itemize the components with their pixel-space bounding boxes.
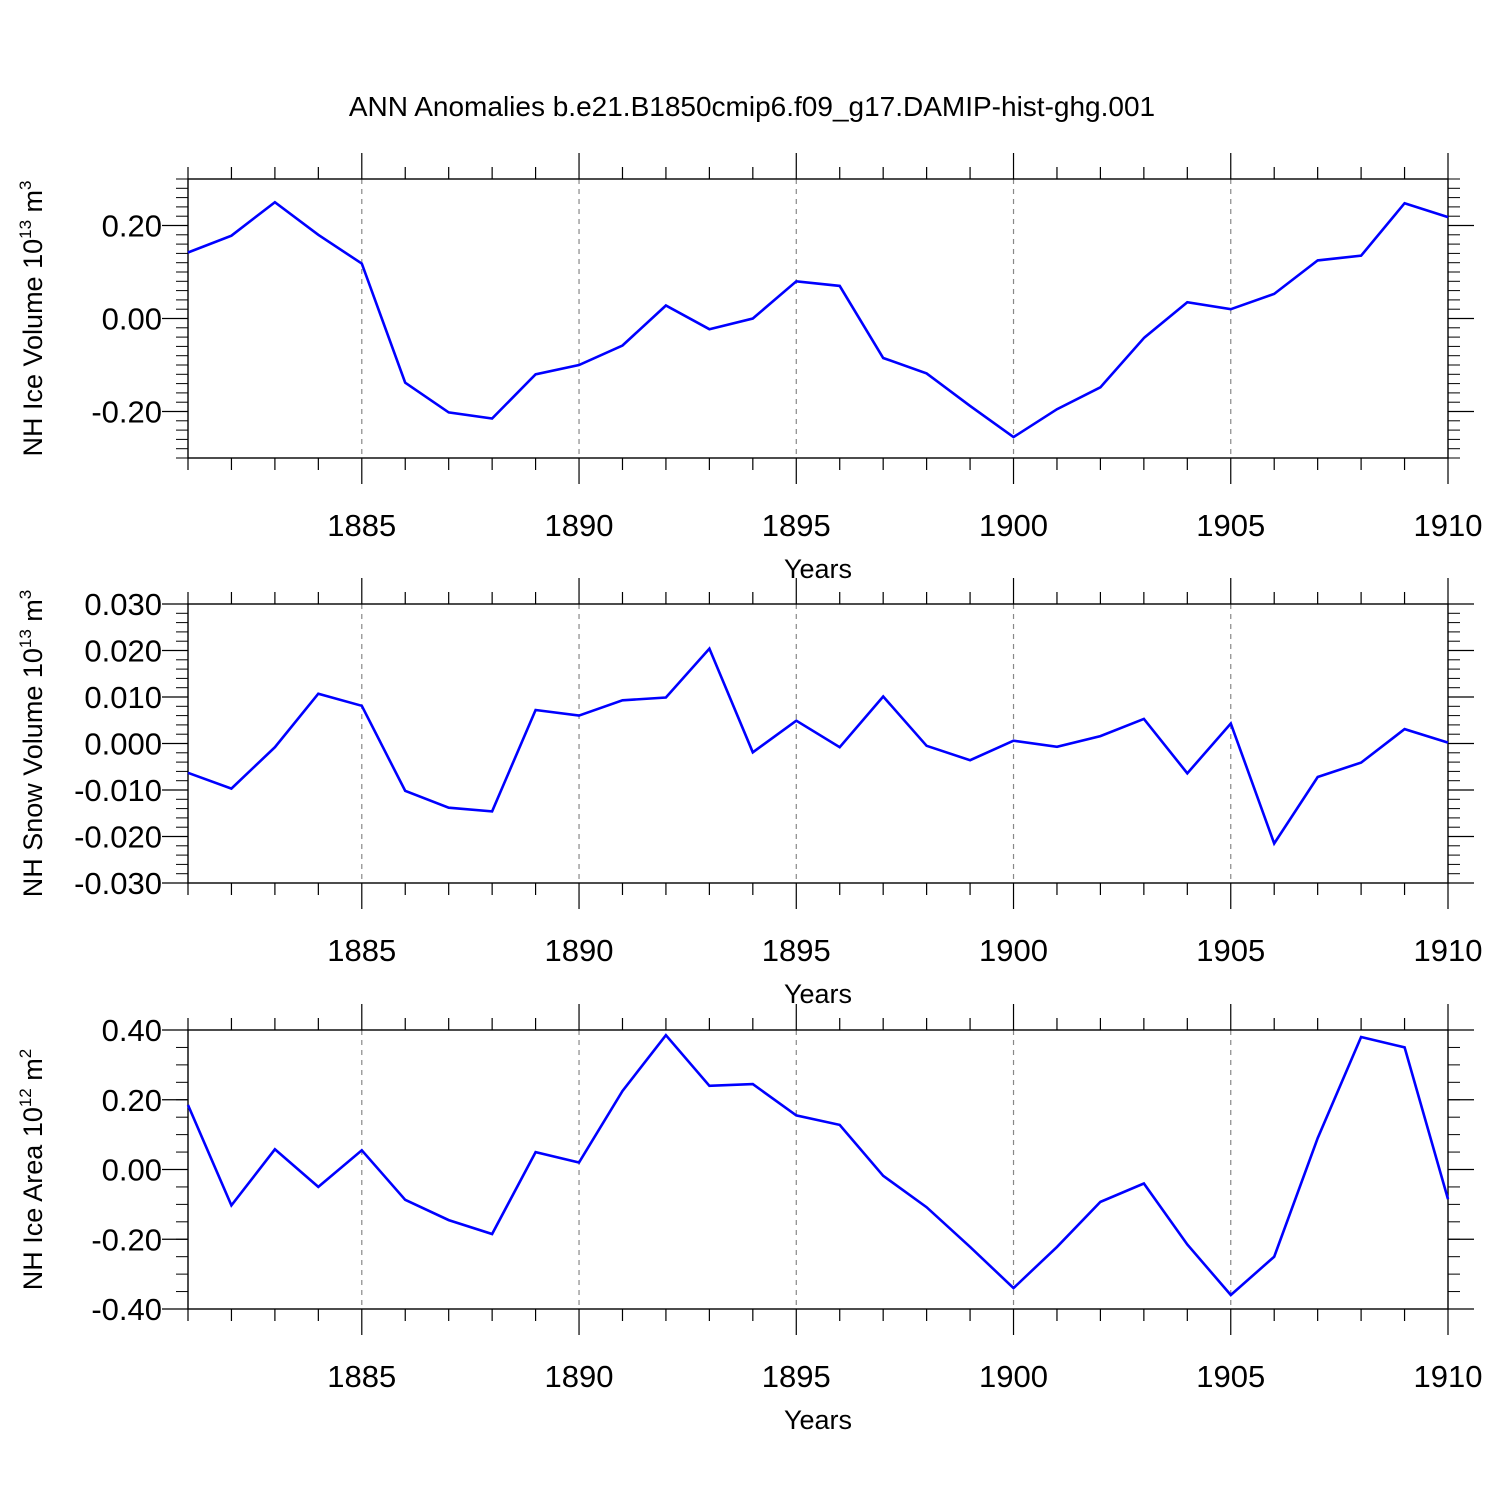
y-axis-label-unit-exponent: 3 <box>16 590 35 599</box>
x-tick-label: 1910 <box>1414 933 1483 968</box>
y-axis-label-exponent: 13 <box>16 629 35 648</box>
y-axis-label-main: NH Ice Volume 10 <box>18 239 48 457</box>
y-axis-label: NH Ice Volume 1013 m3 <box>16 181 48 457</box>
x-axis-label: Years <box>784 1405 852 1435</box>
x-tick-label: 1900 <box>979 508 1048 543</box>
y-tick-label: 0.20 <box>102 1083 162 1118</box>
x-axis-label: Years <box>784 979 852 1009</box>
y-axis-label-exponent: 13 <box>16 220 35 239</box>
y-axis-label-main: NH Ice Area 10 <box>18 1107 48 1290</box>
y-axis-label-unit: m <box>18 599 48 629</box>
snow-volume-panel: 0.030 0.020 0.010 0.000 -0.010 -0.020 -0.030 18… <box>16 578 1482 1009</box>
x-tick-label: 1895 <box>762 1359 831 1394</box>
y-tick-label: -0.030 <box>74 866 162 901</box>
x-tick-label: 1885 <box>327 1359 396 1394</box>
y-tick-label: 0.40 <box>102 1013 162 1048</box>
y-tick-label: 0.20 <box>102 209 162 244</box>
series-line <box>187 200 1449 439</box>
y-axis-label-unit: m <box>18 1058 48 1088</box>
x-tick-label: 1890 <box>545 508 614 543</box>
x-tick-label: 1905 <box>1196 508 1265 543</box>
y-axis-label: NH Snow Volume 1013 m3 <box>16 590 48 898</box>
y-axis-label-unit-exponent: 2 <box>16 1049 35 1058</box>
y-axis-label-exponent: 12 <box>16 1088 35 1107</box>
y-tick-label: -0.40 <box>91 1292 162 1327</box>
series-line <box>186 1033 1450 1297</box>
x-tick-label: 1895 <box>762 933 831 968</box>
x-tick-label: 1905 <box>1196 1359 1265 1394</box>
y-axis-label-unit-exponent: 3 <box>16 181 35 190</box>
x-tick-label: 1900 <box>979 1359 1048 1394</box>
figure-title: ANN Anomalies b.e21.B1850cmip6.f09_g17.D… <box>349 91 1155 122</box>
y-tick-label: 0.00 <box>102 1153 162 1188</box>
x-tick-label: 1910 <box>1414 1359 1483 1394</box>
y-tick-label: 0.000 <box>84 727 162 762</box>
y-axis-label-main: NH Snow Volume 10 <box>18 648 48 897</box>
x-tick-label: 1905 <box>1196 933 1265 968</box>
y-tick-label: -0.020 <box>74 820 162 855</box>
plot-frame <box>187 603 1449 884</box>
y-tick-label: 0.020 <box>84 634 162 669</box>
ice-volume-panel: 0.20 0.00 -0.20 1885 1890 1895 1900 1905 1910 Yea… <box>16 153 1482 584</box>
y-axis-label: NH Ice Area 1012 m2 <box>16 1049 48 1290</box>
x-tick-label: 1885 <box>327 933 396 968</box>
y-tick-label: -0.20 <box>91 1222 162 1257</box>
plot-frame <box>187 178 1449 459</box>
y-tick-label: 0.010 <box>84 680 162 715</box>
ice-area-panel: 0.40 0.20 0.00 -0.20 -0.40 1885 1890 1895 1900 19… <box>16 1004 1482 1435</box>
y-tick-label: 0.030 <box>84 587 162 622</box>
y-tick-label: 0.00 <box>102 302 162 337</box>
y-axis-label-unit: m <box>18 190 48 220</box>
x-tick-label: 1890 <box>545 933 614 968</box>
y-tick-label: -0.010 <box>74 773 162 808</box>
x-tick-label: 1910 <box>1414 508 1483 543</box>
series-line <box>187 646 1449 847</box>
x-axis-label: Years <box>784 554 852 584</box>
x-tick-label: 1895 <box>762 508 831 543</box>
x-tick-label: 1900 <box>979 933 1048 968</box>
y-tick-label: -0.20 <box>91 395 162 430</box>
x-tick-label: 1890 <box>545 1359 614 1394</box>
x-tick-label: 1885 <box>327 508 396 543</box>
